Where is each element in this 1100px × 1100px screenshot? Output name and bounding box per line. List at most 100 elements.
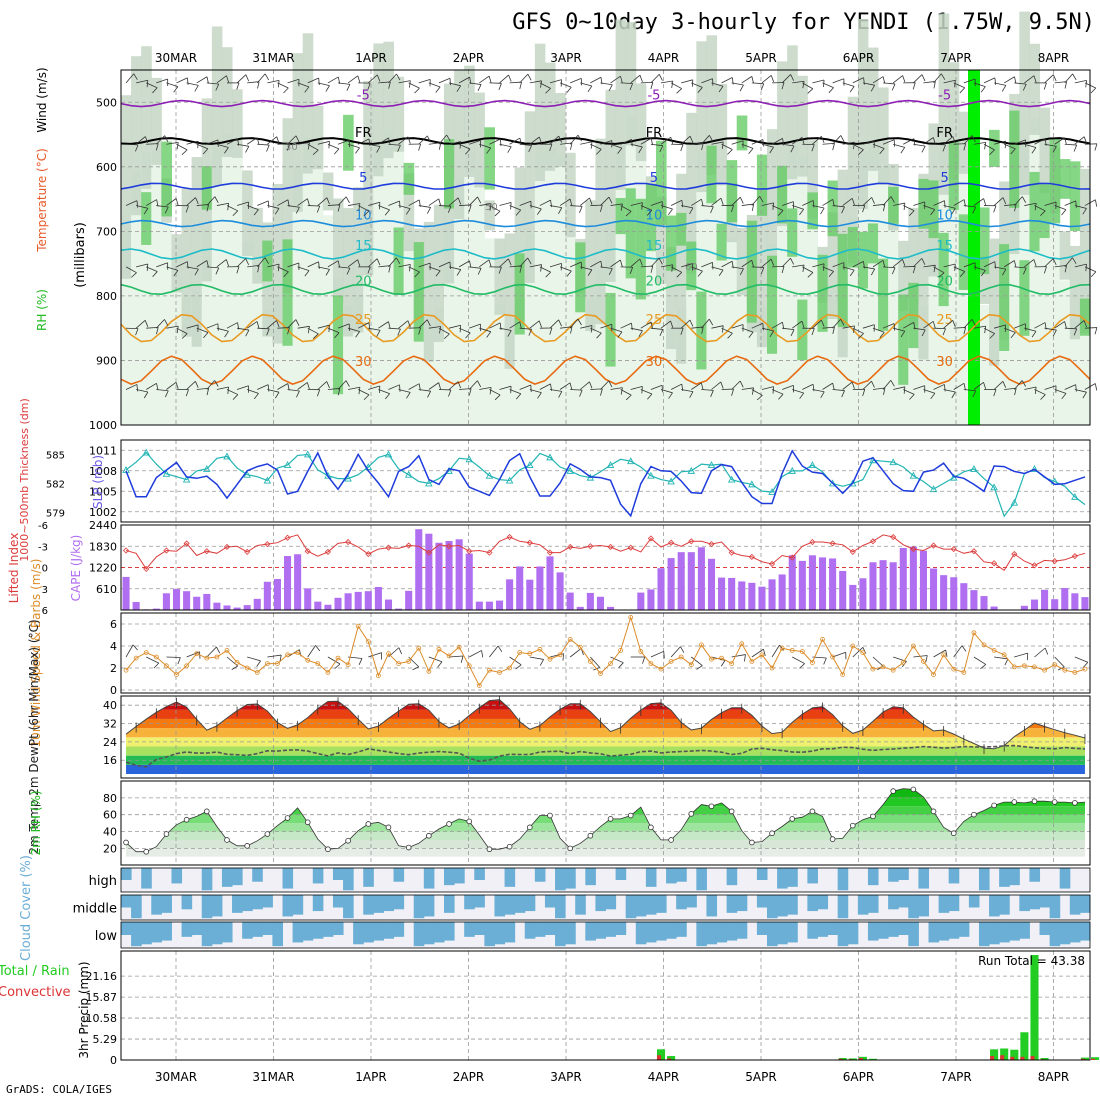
wind-barb-flag (1075, 200, 1077, 208)
wind-barb (943, 79, 956, 84)
wind-barb-flag (1052, 329, 1057, 337)
wind-barb (358, 389, 370, 396)
wind-barb (983, 327, 995, 334)
cloud-cell (938, 895, 950, 913)
wind-barb (549, 262, 562, 268)
wind-barb (590, 388, 603, 390)
wind-barb-flag (689, 136, 694, 143)
wind-barb (146, 656, 159, 664)
wind-barb (549, 205, 562, 209)
wind-barb-flag (176, 142, 179, 150)
isotherm-label: 30 (646, 355, 663, 370)
temp-axis-label: 2m Temp 2m DewPt (6hr Min/Max) (°C) (27, 619, 41, 854)
cloud-cell (464, 922, 475, 937)
cloud-cell (867, 895, 879, 913)
wind-barb (206, 646, 217, 658)
wind-barb-flag (932, 321, 936, 329)
cloud-cell (332, 922, 344, 935)
cloud-cell (221, 922, 233, 943)
wind-barb (842, 266, 855, 271)
wind-barb (973, 266, 986, 271)
rh-band-light (494, 304, 506, 425)
thickness-point (647, 471, 655, 479)
cloud-cell (837, 922, 849, 947)
wind-barb-flag (185, 389, 189, 397)
cloud-cell (444, 868, 455, 886)
wind-barb-flag (570, 142, 573, 150)
lifted-point (304, 548, 311, 555)
rh-band-mid (676, 173, 687, 364)
cloud-cell (433, 922, 445, 943)
cloud-cell (252, 922, 263, 937)
temp-area (126, 699, 1085, 774)
wind-barb (963, 205, 976, 208)
wind-barb (943, 263, 956, 268)
wind-barb-flag (435, 86, 441, 93)
wind-barb (650, 201, 663, 206)
wind-barb-flag (689, 319, 694, 327)
wind-barb (458, 143, 471, 150)
wind-barb-flag (407, 320, 411, 328)
cloud-cell (534, 868, 546, 882)
wind-speed-point (870, 666, 876, 672)
wind-barb-flag (388, 81, 391, 89)
rh2m-point (345, 837, 351, 844)
lifted-point (183, 540, 190, 547)
wind-barb-flag (295, 207, 300, 214)
cloud-cell (484, 922, 495, 947)
wind-barb-flag (216, 646, 221, 654)
wind-barb (771, 321, 783, 329)
rh-band-green (817, 254, 829, 332)
wind-barb-flag (680, 144, 684, 152)
cloud-cell (605, 895, 617, 910)
isotherm-label: 25 (646, 313, 663, 328)
wind-barb-flag (295, 135, 300, 143)
wind-barb-flag (540, 264, 542, 272)
cloud-cell (201, 868, 213, 891)
wind-speed-point (729, 661, 735, 666)
wind-barb-flag (925, 655, 928, 663)
wind-barb-flag (963, 143, 967, 151)
wind-barb (630, 143, 643, 148)
lifted-point (284, 534, 291, 541)
cloud-cell (353, 922, 364, 945)
date-label-top: 5APR (745, 51, 776, 65)
wind-barb (560, 142, 573, 145)
slp-line (125, 449, 1086, 518)
wind-barb (802, 383, 814, 390)
wind-barb (418, 262, 431, 268)
wind-barb (135, 136, 146, 145)
wind-barb (146, 266, 158, 272)
wind-barb-flag (701, 199, 704, 207)
lifted-point (244, 548, 251, 555)
wind-barb (741, 387, 754, 390)
rh2m-point (405, 844, 412, 851)
cape-bar (465, 553, 473, 610)
precip-tick-label: 0 (110, 1054, 117, 1067)
wind-barb-flag (203, 332, 209, 339)
wind-barb-flag (871, 380, 875, 388)
wind-barb-flag (1064, 321, 1067, 329)
wind-barb-flag (849, 269, 855, 277)
rh2m-point (183, 816, 190, 823)
wind-barb-flag (274, 208, 280, 215)
cape-bar (526, 579, 534, 610)
wind-barb (983, 143, 995, 151)
precip-conv-bar (1010, 1056, 1015, 1060)
wind-barb (751, 389, 763, 396)
cloud-cell (252, 868, 263, 882)
wind-barb-flag (275, 391, 280, 399)
wind-barb-flag (214, 196, 219, 203)
wind-barb (237, 143, 249, 147)
cape-bar (536, 566, 544, 610)
wind-barb-flag (1033, 259, 1037, 267)
isotherm-line (120, 137, 1091, 145)
cloud-cell (1079, 922, 1091, 941)
cloud-cell (161, 895, 172, 913)
wind-barb-flag (670, 137, 674, 144)
wind-barb-flag (396, 257, 401, 265)
wind-barb (438, 77, 451, 84)
thickness-point (808, 461, 817, 469)
rh-band-mid (847, 96, 859, 264)
